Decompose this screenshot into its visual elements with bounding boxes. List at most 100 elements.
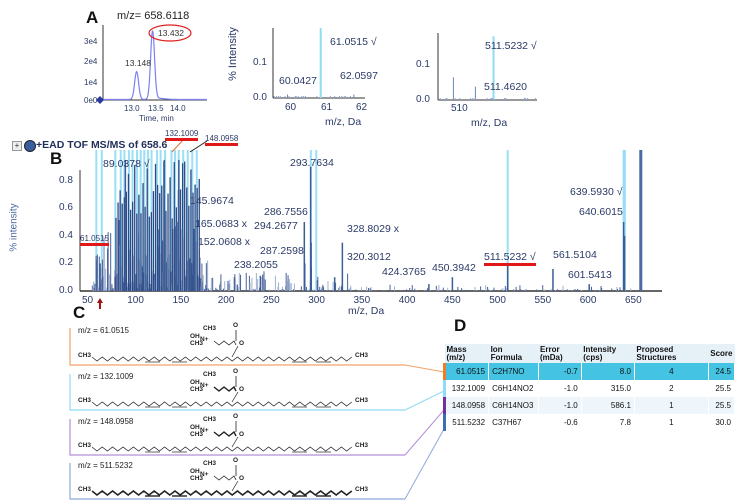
noise-peak: [630, 288, 631, 291]
noise-peak: [446, 98, 447, 100]
peak-bar: [475, 87, 476, 100]
xtick: 600: [580, 295, 597, 306]
fragment-peak: [165, 211, 166, 291]
noise-peak: [257, 279, 258, 291]
ch3-terminal-label: CH3: [78, 397, 91, 404]
structure-mz-label: m/z = 511.5232: [78, 461, 133, 470]
noise-peak: [563, 286, 564, 291]
noise-peak: [366, 286, 367, 291]
col-mass[interactable]: Mass (m/z): [445, 344, 489, 363]
fragment-peak: [161, 186, 162, 291]
noise-peak: [359, 290, 360, 291]
noise-peak: [217, 289, 218, 291]
noise-peak: [305, 96, 306, 98]
peak-bar: [453, 77, 454, 100]
col-formula[interactable]: Ion Formula: [489, 344, 538, 363]
labeled-peak: [507, 263, 509, 291]
peak-label: 511.5232 √: [484, 251, 536, 266]
noise-peak: [628, 290, 629, 291]
ytick: 0.1: [253, 57, 267, 68]
noise-peak: [461, 288, 462, 291]
noise-peak: [253, 290, 254, 291]
noise-peak: [591, 287, 592, 291]
ch3-terminal-label: CH3: [78, 352, 91, 359]
noise-peak: [189, 258, 190, 291]
noise-peak: [492, 98, 493, 100]
ytick: 0.0: [59, 285, 73, 296]
fragment-peak: [172, 218, 173, 291]
peak-label: 61.0515 √: [330, 36, 377, 48]
noise-peak: [288, 96, 289, 98]
noise-peak: [307, 290, 308, 291]
noise-peak: [516, 287, 517, 291]
noise-peak: [577, 289, 578, 291]
fragment-peak: [157, 185, 158, 291]
table-row[interactable]: 148.0958 C6H14NO3 -1.0 586.1 1 25.5: [445, 397, 735, 414]
fragment-peak: [155, 164, 156, 291]
ester-o-label: O: [239, 431, 244, 438]
noise-peak: [371, 287, 372, 291]
noise-peak: [595, 290, 596, 291]
noise-peak: [617, 289, 618, 291]
ytick: 0.8: [59, 175, 73, 186]
peak-bar: [320, 28, 322, 98]
fragment-peak: [174, 162, 175, 291]
peak-label: 60.0427: [279, 75, 317, 87]
noise-peak: [506, 98, 507, 100]
noise-peak: [339, 96, 340, 98]
xtick: 150: [173, 295, 190, 306]
noise-peak: [282, 289, 283, 291]
noise-peak: [490, 98, 491, 100]
carbonyl-o-label: O: [233, 368, 238, 375]
noise-peak: [288, 275, 289, 291]
col-structures[interactable]: Proposed Structures: [634, 344, 708, 363]
col-score[interactable]: Score: [708, 344, 734, 363]
noise-peak: [327, 281, 328, 291]
noise-peak: [336, 290, 337, 291]
noise-peak: [485, 285, 486, 291]
noise-peak: [243, 290, 244, 291]
noise-peak: [526, 289, 527, 291]
table-row[interactable]: 511.5232 C37H67 -0.6 7.8 1 30.0: [445, 414, 735, 431]
noise-peak: [620, 287, 621, 291]
noise-peak: [376, 290, 377, 291]
chromatogram-title: m/z= 658.6118: [117, 10, 189, 22]
expand-button[interactable]: +: [12, 141, 22, 151]
ytick: 0.2: [59, 257, 73, 268]
peak-label: 424.3765: [382, 266, 426, 278]
noise-peak: [294, 284, 295, 291]
cell-mass: 511.5232: [445, 414, 489, 431]
labeled-peak: [176, 222, 178, 291]
noise-peak: [557, 289, 558, 291]
noise-peak: [269, 290, 270, 291]
fragment-table: Mass (m/z) Ion Formula Error (mDa) Inten…: [443, 344, 735, 431]
noise-peak: [520, 289, 521, 291]
connector-line: [405, 410, 444, 455]
noise-peak: [256, 273, 257, 291]
noise-peak: [403, 290, 404, 291]
col-error[interactable]: Error (mDa): [538, 344, 581, 363]
ch3-label: CH3: [203, 460, 216, 467]
table-row[interactable]: 61.0515 C2H7NO -0.7 8.0 4 24.5: [445, 363, 735, 380]
ester-bond: [232, 346, 238, 357]
table-row[interactable]: 132.1009 C6H14NO2 -1.0 315.0 2 25.5: [445, 380, 735, 397]
xtick: 510: [451, 103, 468, 114]
fragment-peak: [140, 213, 141, 291]
fragment-peak: [138, 195, 139, 291]
noise-peak: [459, 98, 460, 100]
noise-peak: [544, 290, 545, 291]
fatty-chain: [92, 491, 352, 495]
noise-peak: [447, 288, 448, 291]
noise-peak: [394, 286, 395, 291]
noise-peak: [274, 96, 275, 98]
xtick: 250: [263, 295, 280, 306]
fragment-peak: [149, 217, 150, 291]
ch3-label: CH3: [203, 325, 216, 332]
xtick: 550: [535, 295, 552, 306]
noise-peak: [291, 283, 292, 291]
noise-peak: [97, 255, 98, 291]
noise-peak: [501, 290, 502, 291]
peak-label: 601.5413: [568, 269, 612, 281]
col-intensity[interactable]: Intensity (cps): [581, 344, 634, 363]
noise-peak: [251, 278, 252, 291]
